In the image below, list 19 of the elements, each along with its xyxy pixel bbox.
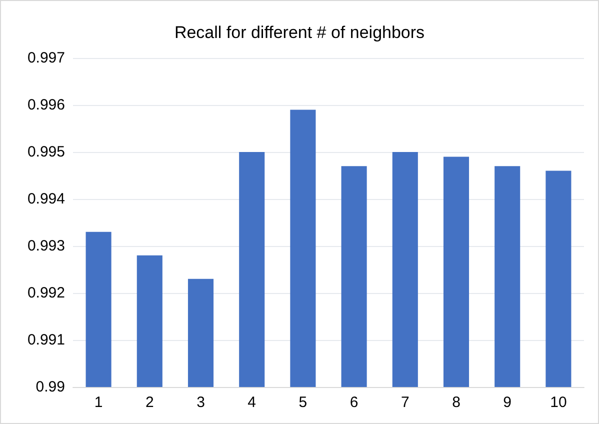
- x-tick-label: 5: [298, 394, 308, 411]
- x-tick-label: 8: [452, 394, 460, 411]
- y-tick-label: 0.992: [27, 284, 65, 302]
- x-tick-label: 1: [94, 394, 103, 411]
- y-tick-label: 0.996: [27, 96, 65, 114]
- x-tick-label: 9: [503, 394, 512, 411]
- chart-title: Recall for different # of neighbors: [174, 23, 425, 42]
- x-tick-label: 4: [248, 394, 256, 411]
- x-tick-label: 7: [400, 394, 410, 411]
- y-tick-label: 0.997: [27, 50, 65, 66]
- x-tick-label: 3: [196, 394, 205, 411]
- y-tick-label: 0.995: [27, 144, 65, 160]
- y-tick-label: 0.994: [27, 190, 65, 208]
- x-tick-label: 2: [145, 394, 154, 411]
- x-tick-label: 10: [550, 394, 567, 411]
- x-tick-label: 6: [350, 394, 358, 411]
- y-tick-label: 0.99: [36, 378, 65, 396]
- y-tick-label: 0.991: [27, 332, 65, 348]
- y-tick-label: 0.993: [27, 238, 65, 254]
